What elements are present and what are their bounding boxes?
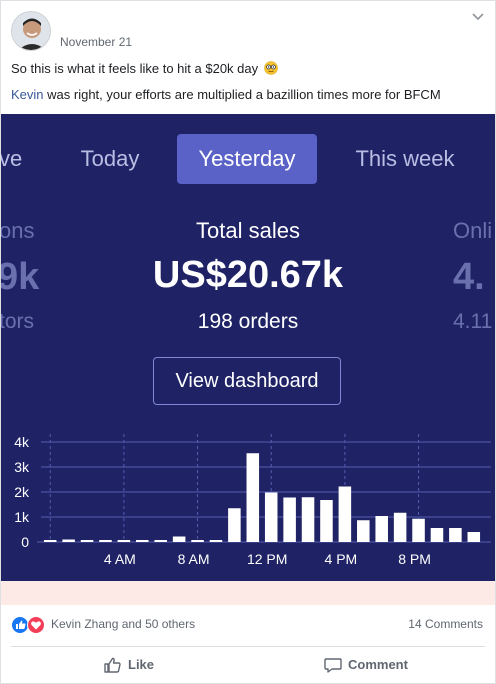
avatar-icon bbox=[12, 12, 50, 50]
bar-2-am bbox=[80, 540, 94, 542]
total-sales-value: US$20.67k bbox=[152, 254, 344, 296]
post-text-line-2: Kevin was right, your efforts are multip… bbox=[11, 87, 441, 102]
x-tick-label: 4 AM bbox=[104, 551, 136, 567]
y-tick-label: 0 bbox=[21, 534, 29, 550]
bar-5-am bbox=[136, 540, 149, 542]
bar-6-pm bbox=[375, 516, 388, 542]
bar-12-pm bbox=[264, 492, 278, 542]
dashboard-screenshot[interactable]: ve Today Yesterday This week ons 9k tors… bbox=[1, 114, 495, 581]
chevron-down-icon[interactable] bbox=[471, 11, 485, 23]
comment-icon bbox=[324, 658, 342, 673]
mention-link[interactable]: Kevin bbox=[11, 87, 44, 102]
total-sales-label: Total sales bbox=[196, 218, 300, 243]
reaction-icons[interactable] bbox=[11, 616, 47, 634]
post-text: So this is what it feels like to hit a $… bbox=[11, 61, 259, 76]
comment-label: Comment bbox=[348, 657, 408, 672]
tab-yesterday: Yesterday bbox=[177, 134, 317, 184]
avatar[interactable] bbox=[11, 11, 51, 51]
tab-live-view: ve bbox=[1, 146, 23, 171]
x-tick-label: 8 AM bbox=[178, 551, 210, 567]
bar-9-am bbox=[209, 540, 223, 542]
comments-count[interactable]: 14 Comments bbox=[408, 617, 483, 631]
post-date[interactable]: November 21 bbox=[60, 35, 133, 49]
bar-2-pm bbox=[301, 497, 315, 542]
y-tick-label: 1k bbox=[14, 509, 30, 525]
nerd-face-emoji-icon bbox=[263, 61, 278, 75]
divider bbox=[11, 646, 485, 647]
thumbs-up-icon bbox=[104, 657, 121, 673]
bar-3-pm bbox=[320, 500, 333, 542]
bar-1-am bbox=[62, 539, 75, 542]
left-metric-sub: tors bbox=[1, 310, 35, 333]
post-text: was right, your efforts are multiplied a… bbox=[43, 87, 441, 102]
hourly-sales-chart: 0 1k 2k 3k 4k 4 AM 8 AM 12 PM 4 PM 8 PM bbox=[14, 434, 491, 567]
bar-11-pm bbox=[467, 532, 481, 542]
comment-button[interactable]: Comment bbox=[323, 653, 413, 679]
orders-count: 198 orders bbox=[197, 310, 299, 333]
post-header: November 21 bbox=[1, 1, 495, 59]
like-button[interactable]: Like bbox=[103, 653, 163, 679]
reactions-bar: Kevin Zhang and 50 others 14 Comments bbox=[11, 613, 485, 635]
bar-4-am bbox=[117, 540, 131, 542]
image-bottom-strip bbox=[1, 581, 495, 605]
bar-3-am bbox=[99, 540, 112, 542]
bar-5-pm bbox=[357, 520, 370, 542]
like-label: Like bbox=[128, 657, 155, 672]
bar-10-pm bbox=[449, 528, 462, 542]
bar-10-am bbox=[228, 508, 241, 542]
bar-8-pm bbox=[412, 518, 425, 542]
tab-this-week: This week bbox=[355, 146, 455, 171]
bar-11-am bbox=[246, 453, 260, 542]
bar-7-am bbox=[172, 536, 186, 542]
y-tick-label: 2k bbox=[14, 484, 30, 500]
left-metric-value: 9k bbox=[1, 256, 40, 298]
right-metric-value: 4. bbox=[453, 256, 485, 298]
x-tick-label: 12 PM bbox=[247, 551, 287, 567]
right-metric-sub: 4.11 bbox=[453, 310, 493, 333]
y-tick-label: 4k bbox=[14, 434, 30, 450]
bar-9-pm bbox=[430, 528, 444, 542]
tab-today: Today bbox=[80, 146, 140, 171]
bar-1-pm bbox=[283, 497, 296, 542]
post-text-line-1: So this is what it feels like to hit a $… bbox=[11, 61, 278, 76]
bar-7-pm bbox=[393, 512, 407, 542]
x-tick-label: 8 PM bbox=[398, 551, 431, 567]
bar-6-am bbox=[154, 540, 167, 542]
bar-4-pm bbox=[338, 486, 352, 542]
bar-8-am bbox=[191, 540, 204, 542]
y-tick-label: 3k bbox=[14, 459, 30, 475]
bar-12-am bbox=[43, 540, 57, 542]
x-tick-label: 4 PM bbox=[325, 551, 358, 567]
view-dashboard-button: View dashboard bbox=[153, 357, 341, 405]
reaction-names[interactable]: Kevin Zhang and 50 others bbox=[51, 617, 196, 631]
left-metric-label: ons bbox=[1, 218, 35, 243]
right-metric-label: Onli bbox=[453, 218, 493, 243]
